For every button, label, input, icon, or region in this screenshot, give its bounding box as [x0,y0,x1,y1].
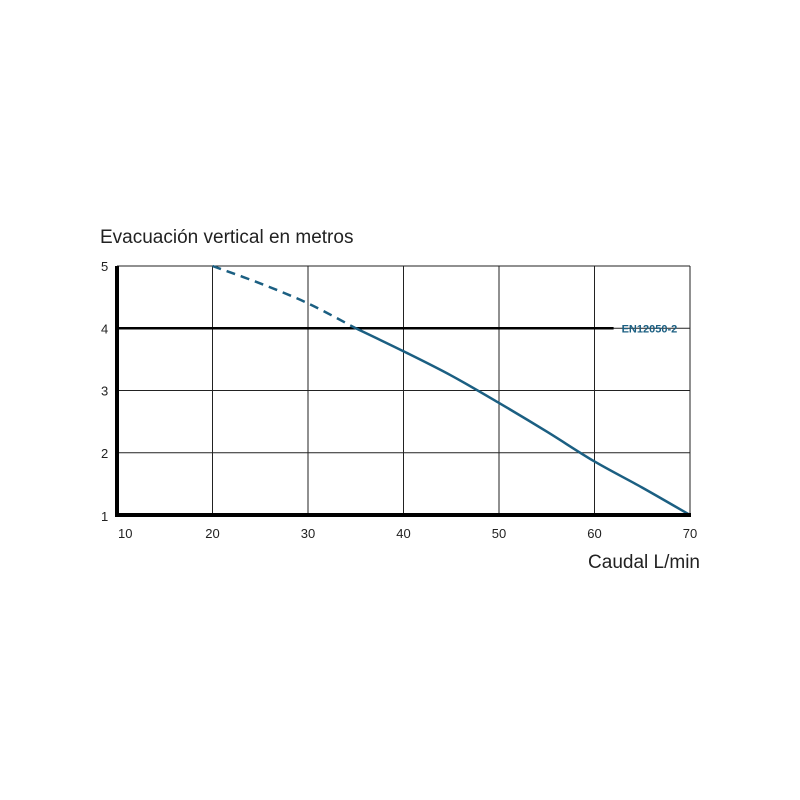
reference-line-group: EN12050-2 [117,323,677,335]
y-tick-label-2: 2 [101,446,108,461]
axes [115,266,691,517]
y-tick-label-3: 3 [101,384,108,399]
x-tick-label-30: 30 [301,526,315,541]
y-tick-label-4: 4 [101,321,108,336]
y-tick-label-1: 1 [101,509,108,524]
grid [117,265,691,515]
series-0-solid-line [355,327,691,517]
series-0-dashed-line [212,264,357,330]
x-tick-label-10: 10 [118,526,132,541]
series-group [212,264,691,517]
reference-line-label: EN12050-2 [622,323,678,335]
x-tick-label-20: 20 [205,526,219,541]
tick-labels: 10 20 30 40 50 60 70 1 2 3 4 5 [101,259,697,541]
y-tick-label-5: 5 [101,259,108,274]
x-tick-label-50: 50 [492,526,506,541]
x-tick-label-60: 60 [587,526,601,541]
x-axis-label: Caudal L/min [588,552,700,573]
x-tick-label-40: 40 [396,526,410,541]
y-axis-label: Evacuación vertical en metros [100,227,353,248]
x-tick-label-70: 70 [683,526,697,541]
